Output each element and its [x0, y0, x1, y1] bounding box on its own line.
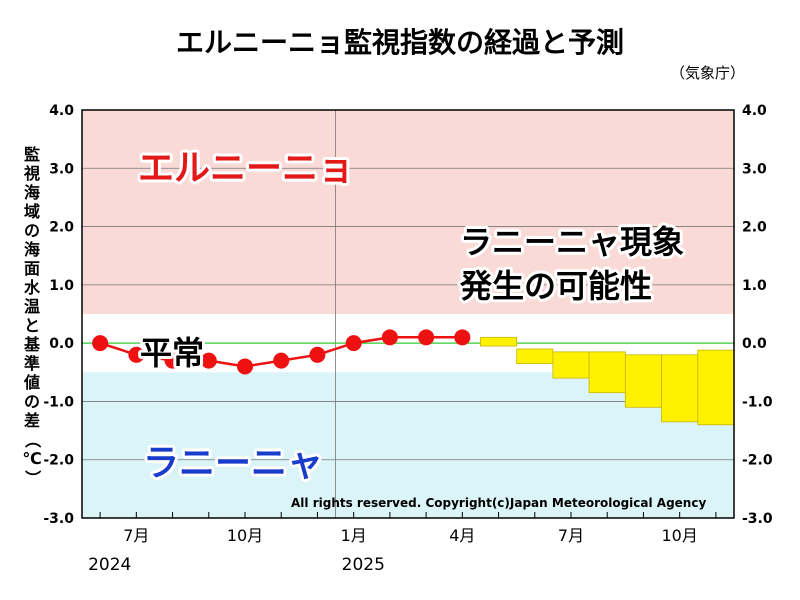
year-axis: 2024 2025: [88, 555, 385, 575]
x-tick-label: 1月: [341, 526, 367, 545]
y-axis-label-char: 監: [24, 145, 40, 164]
observed-point: [200, 352, 217, 369]
y-tick-label-right: 0.0: [742, 336, 767, 352]
y-tick-label-left: -3.0: [43, 511, 74, 527]
y-axis-right: 4.0 3.0 2.0 1.0 0.0 -1.0 -2.0 -3.0: [742, 103, 773, 527]
forecast-range-bar: [588, 351, 626, 394]
year-label: 2025: [342, 555, 385, 575]
y-axis-label-char: 海: [24, 240, 40, 259]
observed-point: [128, 346, 145, 363]
la-nina-possibility-line2: 発生の可能性: [459, 267, 652, 305]
chart-title: エルニーニョ監視指数の経過と予測: [176, 26, 624, 59]
y-axis-label-char: 温: [23, 297, 40, 316]
x-tick-label: 10月: [661, 526, 697, 545]
normal-label: 平常: [140, 334, 204, 372]
y-tick-label-right: 2.0: [742, 220, 767, 236]
y-axis-label-char: 基: [23, 335, 41, 354]
y-axis-label-char: と: [24, 316, 40, 335]
x-tick-label: 7月: [558, 526, 584, 545]
y-axis-label-char: の: [24, 221, 40, 240]
observed-point: [164, 352, 181, 369]
y-axis-label-char: 準: [24, 354, 40, 373]
y-axis-label-char: 視: [23, 164, 40, 183]
x-tick-label: 4月: [449, 526, 475, 545]
y-tick-label-left: 0.0: [49, 336, 74, 352]
forecast-range-bar: [697, 349, 735, 426]
la-nina-label: ラニーニャ: [143, 443, 323, 484]
forecast-range-bar: [624, 354, 662, 408]
plot-area: [81, 109, 735, 519]
y-axis-left: 4.0 3.0 2.0 1.0 0.0 -1.0 -2.0 -3.0: [43, 103, 74, 527]
la-nina-possibility-line1: ラニーニャ現象: [460, 223, 684, 261]
y-axis-label-char: 面: [24, 259, 40, 278]
observed-point: [381, 329, 398, 346]
x-axis: 7月 10月 1月 4月 7月 10月: [123, 526, 698, 545]
el-nino-label: エルニーニョ: [138, 148, 354, 189]
x-tick-marks: [99, 512, 717, 518]
observed-point: [418, 329, 435, 346]
y-axis-label-char: 値: [23, 373, 40, 392]
x-tick-label: 10月: [227, 526, 263, 545]
y-tick-label-right: -1.0: [742, 394, 773, 410]
y-axis-label-char: 水: [24, 278, 41, 297]
y-axis-label-char: 差: [24, 411, 40, 430]
y-tick-label-right: -3.0: [742, 511, 773, 527]
y-tick-label-right: 3.0: [742, 161, 767, 177]
y-tick-label-left: -2.0: [43, 453, 74, 469]
el-nino-zone: [82, 110, 734, 314]
forecast-range-bar: [516, 348, 554, 364]
forecast-range-bar: [552, 351, 590, 379]
observed-point: [345, 335, 362, 352]
x-tick-label: 7月: [123, 526, 149, 545]
year-label: 2024: [88, 555, 131, 575]
forecast-range-bar: [661, 354, 699, 423]
y-tick-label-right: -2.0: [742, 453, 773, 469]
y-tick-label-left: 2.0: [49, 220, 74, 236]
y-axis-label-char: の: [24, 392, 40, 411]
y-tick-label-left: 4.0: [49, 103, 74, 119]
source-label: （気象庁）: [670, 64, 745, 82]
forecast-bars: [480, 336, 735, 426]
y-tick-label-left: -1.0: [43, 394, 74, 410]
observed-point: [454, 329, 471, 346]
observed-point: [237, 358, 253, 375]
y-tick-label-left: 3.0: [49, 161, 74, 177]
copyright-notice: All rights reserved. Copyright(c)Japan M…: [291, 496, 706, 510]
y-tick-label-right: 4.0: [742, 103, 767, 119]
plot-frame: [81, 109, 735, 519]
observed-point: [309, 346, 326, 363]
observed-series: [92, 329, 471, 375]
y-tick-label-right: 1.0: [742, 278, 767, 294]
y-tick-label-left: 1.0: [49, 278, 74, 294]
forecast-range-bar: [480, 336, 518, 347]
y-axis-label-char: 海: [24, 183, 40, 202]
y-axis-label-char: ）: [23, 470, 42, 486]
y-axis-label-char: 域: [24, 202, 40, 221]
observed-point: [92, 335, 109, 352]
y-axis-label-char: （: [23, 432, 42, 448]
y-axis-label-char: ℃: [22, 449, 41, 468]
observed-point: [273, 352, 290, 369]
